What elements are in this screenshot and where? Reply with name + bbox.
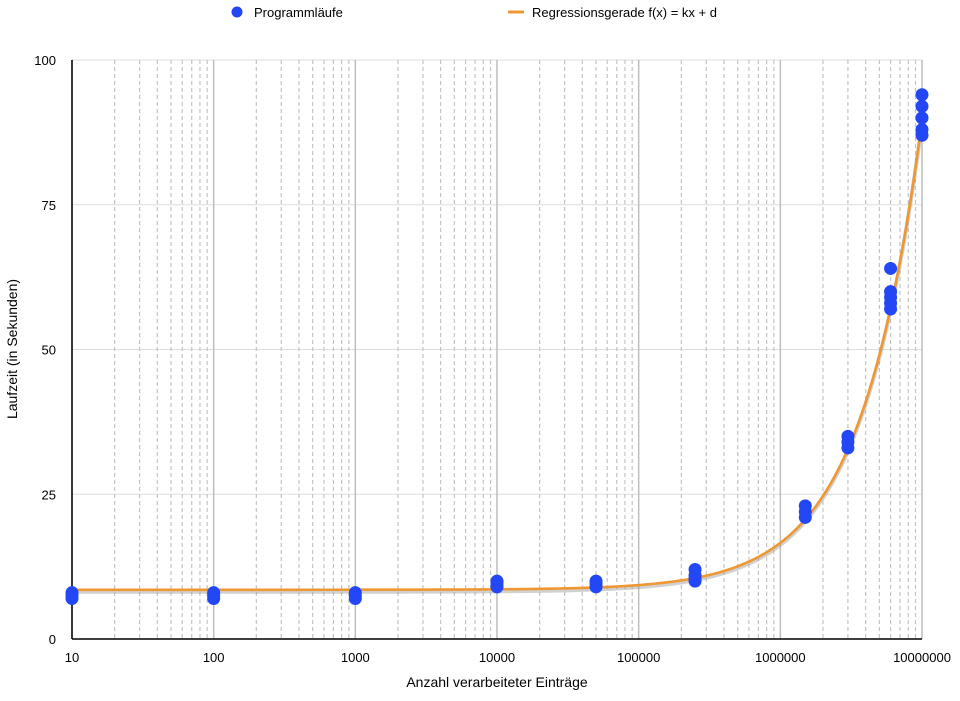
y-tick-label: 50 [42,343,56,358]
x-axis-title: Anzahl verarbeiteter Einträge [406,674,588,690]
data-point [915,122,929,136]
data-point [884,285,898,299]
legend-label-scatter: Programmläufe [254,5,343,20]
data-point [348,586,362,600]
data-point [490,574,504,588]
data-point [884,261,898,275]
grid-layer [71,59,923,639]
data-point [207,586,221,600]
x-tick-label: 1000 [341,650,370,665]
y-tick-label: 100 [34,53,56,68]
legend-label-line: Regressionsgerade f(x) = kx + d [532,5,717,20]
data-point [915,99,929,113]
data-point [915,88,929,102]
x-tick-label: 10000 [479,650,515,665]
x-tick-label: 100000 [617,650,660,665]
x-tick-label: 1000000 [755,650,806,665]
y-tick-label: 25 [42,487,56,502]
data-point [841,429,855,443]
x-tick-label: 10000000 [893,650,951,665]
y-tick-label: 0 [49,632,56,647]
x-tick-label: 100 [203,650,225,665]
data-point [798,499,812,513]
data-point [65,586,79,600]
data-point [688,563,702,577]
x-tick-label: 10 [65,650,79,665]
legend: Programmläufe Regressionsgerade f(x) = kx… [231,5,717,20]
axis-layer: 0 25 50 75 100 10 100 1000 10000 100000 1000000 100… [34,53,951,665]
y-axis-title: Laufzeit (in Sekunden) [4,279,20,419]
data-point [589,574,603,588]
y-tick-label: 75 [42,198,56,213]
legend-marker-scatter [231,6,243,18]
points-layer [65,88,929,605]
data-point [915,111,929,125]
